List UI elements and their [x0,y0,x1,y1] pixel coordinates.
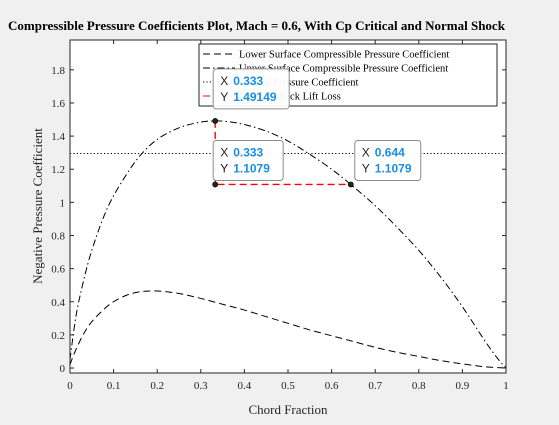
datatip-y-row: Y 1.1079 [362,161,412,175]
datatip-x-value: 0.333 [233,74,263,88]
datatip-y-key: Y [362,161,370,175]
datatip-y-value: 1.49149 [233,90,277,104]
datatip-x-row: X 0.333 [220,74,263,88]
datatip-y-key: Y [220,161,228,175]
datatip-x-key: X [362,145,370,159]
datatip-y-value: 1.1079 [233,161,270,175]
datatip-y-row: Y 1.1079 [220,161,270,175]
x-tick-label: 0 [67,380,73,392]
x-axis-label: Chord Fraction [248,402,328,417]
datatip-x-value: 0.333 [233,145,263,159]
y-tick-label: 0.4 [51,297,65,309]
datatip-box [212,68,290,110]
datatip-x-key: X [220,145,228,159]
datatip-x-row: X 0.333 [220,145,263,159]
datatip-points-layer [212,118,354,188]
x-tick-label: 0.8 [412,380,426,392]
lower-surface-cp-line [69,290,507,369]
legend-entry: Lower Surface Compressible Pressure Coef… [239,50,449,61]
datatip-y-row: Y 1.49149 [220,90,277,104]
datatip-point[interactable] [212,118,219,124]
y-tick-label: 1.8 [51,65,65,77]
datatip-x-value: 0.644 [375,145,405,159]
x-tick-label: 0.1 [107,380,121,392]
legend-entry: Critical Pressure Coefficient [239,78,358,89]
x-tick-label: 0.3 [194,380,208,392]
x-tick-label: 0.4 [238,380,252,392]
datatip-point[interactable] [347,181,354,188]
ticks-layer: 0 0.1 0.2 0.3 0.4 0.5 0.6 0.7 0.8 0.9 1 0 0.2 0.4 0.6 0… [51,40,509,392]
datatip-x-row: X 0.644 [362,145,405,159]
x-tick-label: 0.2 [150,380,164,392]
x-tick-label: 0.6 [325,380,339,392]
chart-title: Compressible Pressure Coefficients Plot,… [8,18,506,33]
y-axis-label: Negative Pressure Coefficient [30,128,45,284]
y-tick-label: 0.6 [51,264,65,276]
x-tick-label: 0.5 [281,380,295,392]
datatip-box [212,139,284,181]
y-tick-label: 1.6 [51,98,65,110]
series-layer [69,120,507,369]
upper-surface-cp-line [69,120,507,369]
x-tick-label: 0.9 [456,380,470,392]
legend-entry: Normal Shock Lift Loss [239,92,341,103]
datatip[interactable]: X 0.333 Y 1.1079 [212,139,284,181]
y-tick-label: 0.8 [51,230,65,242]
x-tick-label: 0.7 [368,380,382,392]
datatip[interactable]: X 0.644 Y 1.1079 [354,139,422,181]
x-tick-label: 1 [503,380,509,392]
y-tick-label: 1 [60,197,66,209]
y-tick-label: 0 [60,363,66,375]
y-tick-label: 1.4 [51,131,65,143]
datatip-y-value: 1.1079 [375,161,412,175]
datatip-point[interactable] [212,181,219,188]
datatip-y-key: Y [220,90,228,104]
datatip-box [354,139,422,181]
datatips-layer: X 0.333 Y 1.49149 X 0.333 Y 1.1079 X 0.644 Y 1.1079 [212,68,422,181]
y-tick-label: 1.2 [51,164,65,176]
y-tick-label: 0.2 [51,330,65,342]
datatip[interactable]: X 0.333 Y 1.49149 [212,68,290,110]
datatip-x-key: X [220,74,228,88]
legend-entry: Upper Surface Compressible Pressure Coef… [239,64,448,75]
